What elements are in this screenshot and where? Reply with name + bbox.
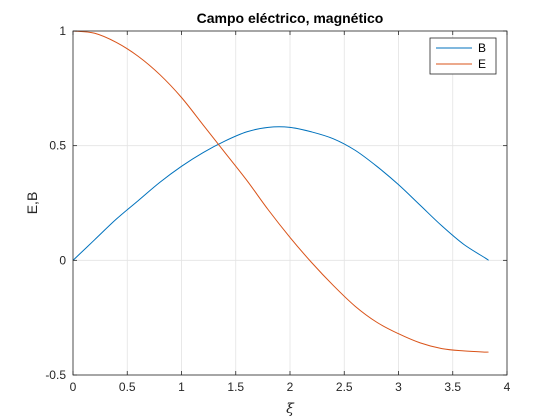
y-tick-label: 1 — [59, 24, 66, 38]
y-tick-label: 0.5 — [49, 139, 66, 153]
x-tick-label: 3 — [395, 380, 402, 394]
x-tick-label: 2 — [287, 380, 294, 394]
y-axis-label: E,B — [24, 192, 40, 215]
chart-title: Campo eléctrico, magnético — [197, 10, 384, 26]
x-axis-label: ξ — [286, 401, 295, 417]
x-tick-labels: 0 0.5 1 1.5 2 2.5 3 3.5 4 — [70, 380, 511, 394]
x-tick-label: 4 — [504, 380, 511, 394]
legend-label-B: B — [478, 41, 486, 55]
x-tick-label: 1.5 — [227, 380, 244, 394]
y-tick-labels: -0.5 0 0.5 1 — [45, 24, 66, 382]
legend-box — [429, 37, 497, 75]
series-lines — [72, 30, 489, 353]
y-tick-label: 0 — [59, 253, 66, 267]
x-tick-label: 3.5 — [444, 380, 461, 394]
x-tick-label: 0.5 — [119, 380, 136, 394]
legend-label-E: E — [478, 57, 486, 71]
y-tick-label: -0.5 — [45, 368, 66, 382]
legend: BE — [429, 37, 497, 75]
legend-entries: BE — [436, 41, 486, 71]
x-tick-label: 1 — [178, 380, 185, 394]
axis-ticks — [72, 30, 508, 376]
x-tick-label: 0 — [70, 380, 77, 394]
series-line-E — [72, 30, 489, 353]
series-line-B — [72, 126, 489, 261]
x-tick-label: 2.5 — [336, 380, 353, 394]
